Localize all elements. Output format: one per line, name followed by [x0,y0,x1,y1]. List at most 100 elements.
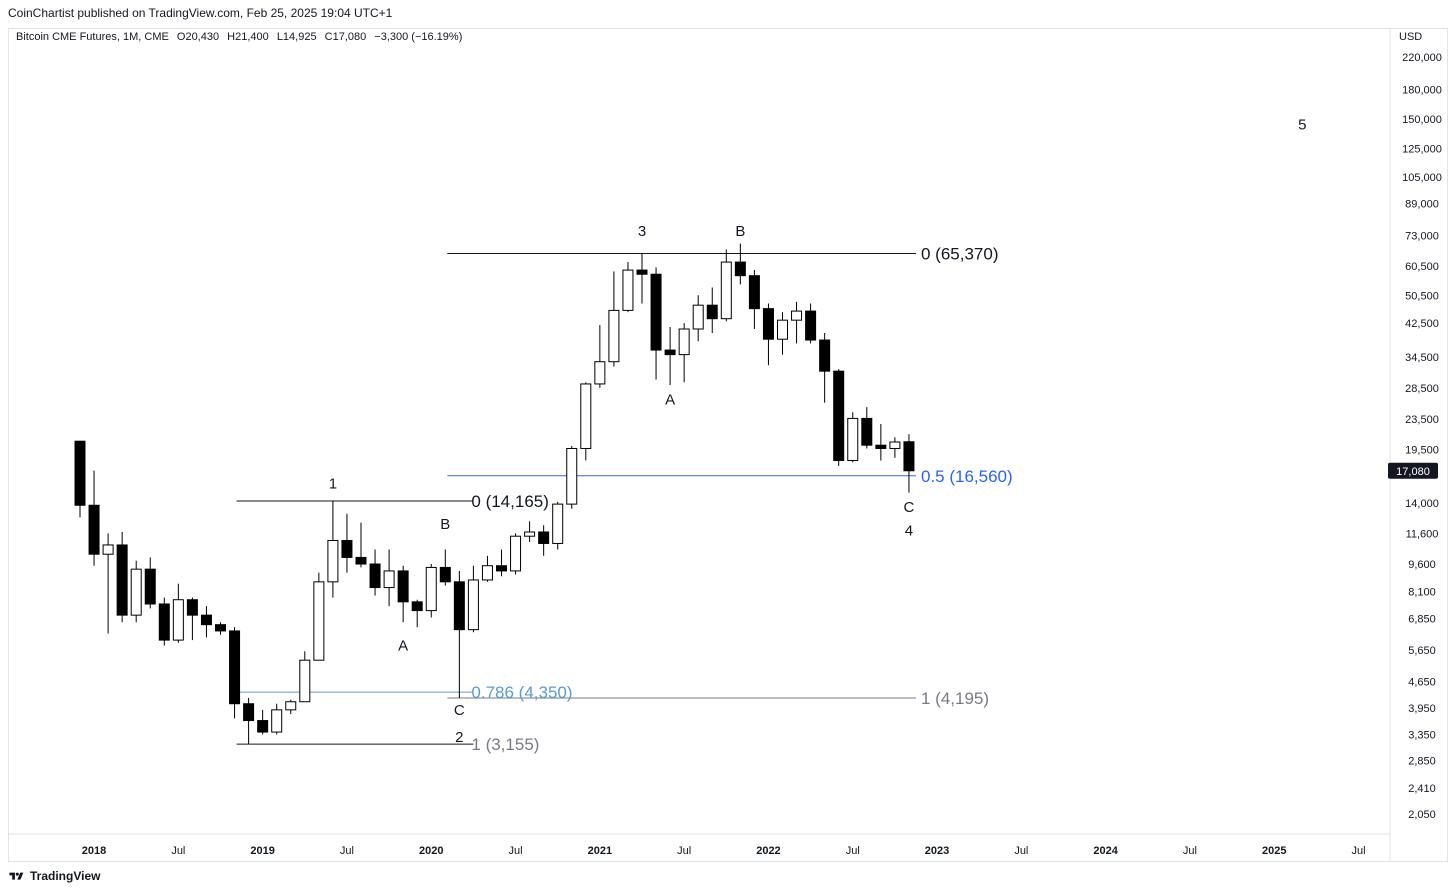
time-tick: Jul [509,845,523,857]
candle-body [425,566,437,612]
candle-body [580,383,592,449]
candle-body [636,269,648,275]
candle-body [777,319,788,340]
price-tick: 11,600 [1406,528,1439,540]
time-tick: Jul [340,845,354,857]
annotation-wave-4: 4 [905,523,913,540]
candle-2018-12 [243,697,255,745]
candle-2021-09 [706,287,718,334]
candle-2021-12 [748,270,760,330]
price-tick: 28,500 [1405,383,1439,395]
price-tick: 150,000 [1402,114,1442,126]
candle-body [383,570,395,589]
time-tick: 2021 [588,845,612,857]
candle-2019-05 [313,572,325,661]
candle-body [608,309,620,363]
candle-2020-06 [496,549,507,577]
candle-2019-10 [383,549,395,607]
candle-2019-12 [411,599,423,628]
candle-2021-10 [720,249,732,322]
price-tick: 89,000 [1405,199,1439,211]
annotation-fib-05-16560: 0.5 (16,560) [921,467,1013,486]
candle-body [748,275,760,310]
candle-2019-03 [285,699,297,715]
candle-body [397,570,409,603]
candle-2022-05 [819,333,831,403]
price-tick: 3,350 [1408,729,1436,741]
candle-2022-07 [847,412,859,463]
candle-2020-10 [552,501,564,550]
time-tick: 2024 [1093,845,1118,857]
candle-2017-12 [74,440,86,518]
price-tick: 73,000 [1405,231,1439,243]
publish-line: CoinChartist published on TradingView.co… [8,6,393,20]
candle-body [257,720,269,733]
footer-brand: TradingView [8,869,100,883]
candle-body [510,535,522,572]
legend-low: L14,925 [276,31,317,43]
candle-2019-01 [257,709,269,735]
currency-label[interactable]: USD [1399,31,1423,43]
candle-2019-07 [341,513,353,573]
legend-symbol: Bitcoin CME Futures, 1M, CME [16,31,169,43]
candle-2018-07 [172,583,184,643]
candle-body [243,703,255,722]
time-tick: Jul [846,845,860,857]
price-tick: 2,850 [1408,756,1436,768]
candle-2020-04 [467,565,479,633]
candle-2021-07 [678,323,690,383]
annotation-wave-b-2020: B [440,516,450,533]
candle-body [678,328,690,356]
price-tick: 60,500 [1405,261,1439,273]
candle-body [650,273,662,351]
candle-body [411,601,423,612]
footer-brand-text: TradingView [30,869,101,883]
ohlc-legend: Bitcoin CME Futures, 1M, CME O20,430 H21… [16,31,467,43]
candle-2019-11 [397,565,409,623]
candle-2022-03 [791,301,803,344]
candle-2018-06 [158,597,170,646]
candle-body [833,370,845,461]
time-tick: Jul [171,845,185,857]
time-tick: 2022 [756,845,780,857]
legend-change: −3,300 (−16.19%) [374,31,463,43]
price-tick: 125,000 [1402,144,1442,156]
candle-2019-04 [299,651,311,703]
annotations: 0 (65,370) 0 (14,165) 0.5 (16,560) 0.786 (4… [329,117,1307,755]
annotation-fib-1-3155: 1 (3,155) [471,735,539,754]
candle-2022-02 [777,312,788,355]
candle-body [594,361,606,385]
candle-body [552,503,564,544]
candle-body [74,440,86,506]
current-price-box [1388,462,1438,479]
candle-body [453,581,465,631]
candle-body [369,563,381,589]
candle-body [186,599,198,616]
candle-2021-11 [734,243,746,285]
tradingview-logo-icon [9,872,24,880]
candle-2019-06 [327,501,339,598]
fib-lines [236,252,916,745]
candle-2020-02 [439,549,451,586]
price-tick: 8,100 [1408,587,1436,599]
candle-body [566,447,578,505]
time-tick: Jul [677,845,691,857]
chart-frame [8,28,1448,862]
annotation-fib-0786-4350: 0.786 (4,350) [471,683,572,702]
price-tick: 2,410 [1408,783,1436,795]
price-tick: 105,000 [1402,172,1442,184]
price-tick: 34,500 [1405,352,1439,364]
candle-body [355,556,367,565]
candle-body [805,310,817,341]
time-tick: Jul [1014,845,1028,857]
legend-close: C17,080 [324,31,367,43]
time-tick: 2020 [419,845,443,857]
current-price-label: 17,080 [1388,462,1438,479]
candle-2022-11 [903,434,915,493]
candle-2019-08 [355,522,367,568]
candle-body [538,531,550,544]
annotation-wave-3: 3 [638,223,646,240]
annotation-fib-0-65370: 0 (65,370) [921,244,999,263]
time-tick: Jul [1352,845,1366,857]
